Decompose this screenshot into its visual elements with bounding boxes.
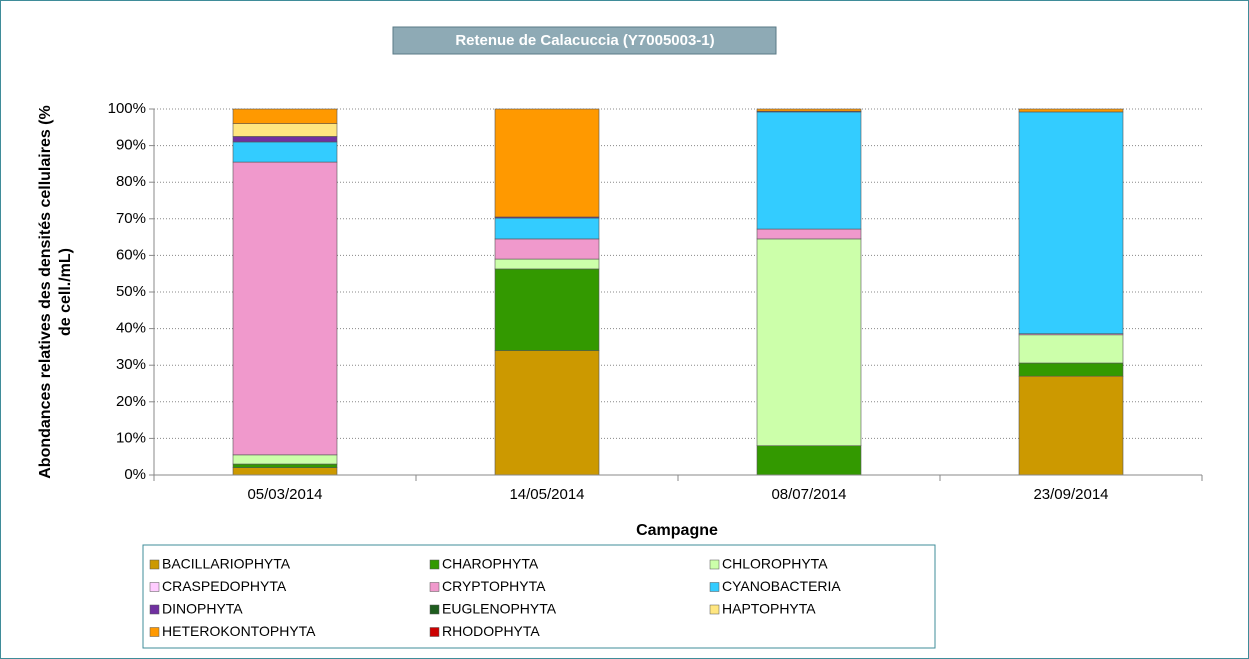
y-tick-label: 70%: [116, 210, 146, 227]
bar-segment: [756, 238, 862, 447]
x-axis-title: Campagne: [636, 522, 718, 539]
legend-label: CRYPTOPHYTA: [442, 578, 546, 594]
bar-segment: [1018, 108, 1124, 113]
chart-title: Retenue de Calacuccia (Y7005003-1): [455, 32, 714, 49]
y-tick-label: 40%: [116, 320, 146, 337]
bar-segment: [1018, 111, 1124, 335]
x-tick-label: 08/07/2014: [771, 486, 846, 503]
bar-segment: [1018, 334, 1124, 364]
y-tick-label: 80%: [116, 173, 146, 190]
legend-swatch: [429, 627, 440, 637]
x-tick-label: 05/03/2014: [247, 486, 322, 503]
legend-swatch: [149, 559, 160, 570]
legend-swatch: [709, 582, 720, 592]
legend-label: CHAROPHYTA: [442, 556, 539, 572]
bar-segment: [232, 141, 338, 163]
bar-segment: [494, 217, 600, 240]
legend-swatch: [149, 627, 160, 637]
x-tick-label: 14/05/2014: [509, 486, 584, 503]
legend-label: CRASPEDOPHYTA: [162, 578, 287, 594]
bar-segment: [494, 238, 600, 260]
legend-swatch: [149, 582, 160, 592]
bar-segment: [232, 463, 338, 468]
bar-segment: [232, 161, 338, 456]
y-axis-title: de cell./mL): [57, 248, 74, 336]
bar-segment: [756, 111, 862, 230]
y-tick-label: 50%: [116, 283, 146, 300]
legend-swatch: [429, 582, 440, 592]
bar-segment: [1018, 375, 1124, 476]
legend-label: RHODOPHYTA: [442, 623, 540, 639]
y-tick-label: 100%: [108, 100, 146, 117]
legend-label: DINOPHYTA: [162, 601, 243, 617]
x-tick-label: 23/09/2014: [1033, 486, 1108, 503]
y-axis-title: Abondances relatives des densités cellul…: [37, 105, 54, 479]
y-tick-label: 10%: [116, 429, 146, 446]
legend-label: HETEROKONTOPHYTA: [162, 623, 316, 639]
bar-segment: [756, 445, 862, 476]
legend-label: EUGLENOPHYTA: [442, 601, 557, 617]
title-box: [392, 26, 777, 55]
legend-box: [142, 544, 936, 649]
bar-segment: [494, 268, 600, 351]
legend-swatch: [709, 559, 720, 570]
bar-segment: [232, 123, 338, 137]
legend-label: CHLOROPHYTA: [722, 556, 828, 572]
bar-segment: [756, 108, 862, 112]
legend-swatch: [429, 559, 440, 570]
legend-label: HAPTOPHYTA: [722, 601, 816, 617]
y-tick-label: 20%: [116, 393, 146, 410]
legend-swatch: [429, 604, 440, 615]
bar-segment: [756, 228, 862, 240]
bar-segment: [232, 467, 338, 476]
bar-segment: [232, 108, 338, 124]
y-tick-label: 30%: [116, 356, 146, 373]
y-tick-label: 90%: [116, 137, 146, 154]
legend-label: CYANOBACTERIA: [722, 578, 841, 594]
bar-segment: [1018, 362, 1124, 377]
legend-swatch: [709, 604, 720, 615]
bar-segment: [232, 136, 338, 143]
legend-swatch: [149, 604, 160, 615]
bar-segment: [494, 350, 600, 476]
bar-segment: [232, 454, 338, 465]
y-tick-label: 0%: [124, 466, 146, 483]
bar-segment: [494, 258, 600, 270]
y-tick-label: 60%: [116, 246, 146, 263]
bar-segment: [494, 108, 600, 218]
legend-label: BACILLARIOPHYTA: [162, 556, 291, 572]
